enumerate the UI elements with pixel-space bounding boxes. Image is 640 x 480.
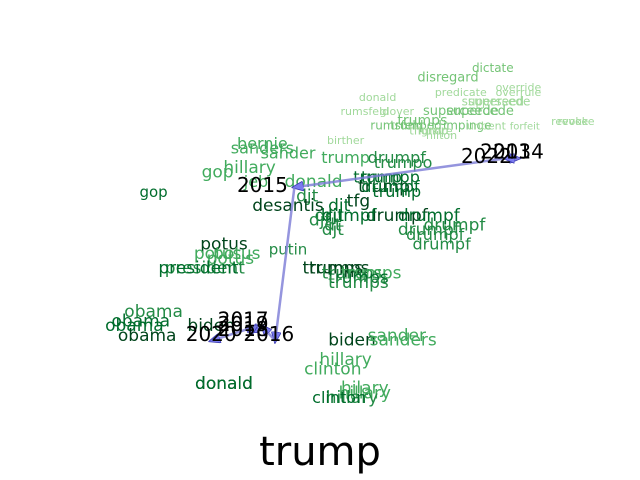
word-label-djt: djt — [296, 187, 319, 207]
word-label-sanders: sanders — [370, 331, 437, 351]
word-label-potus: potus — [207, 249, 255, 269]
word-label-revoke: revoke — [551, 115, 588, 128]
word-label-sander: sander — [261, 143, 316, 162]
word-label-biden: biden — [187, 316, 235, 336]
word-label-drumpf: drumpf — [361, 177, 420, 196]
word-label-predicate: predicate — [435, 86, 487, 99]
word-label-djt: djt — [322, 206, 345, 226]
word-label-obama: obama — [105, 316, 164, 336]
word-label-gop: gop — [202, 163, 234, 183]
word-label-jeb: jeb — [243, 172, 268, 191]
word-label-drumpf: drumpf — [315, 206, 378, 226]
word-label-clinton: clinton — [312, 388, 366, 407]
word-label-thump: thump — [409, 123, 448, 137]
year-label-2020: 2020 — [186, 322, 237, 346]
word-label-hillary: hillary — [339, 383, 391, 403]
word-label-dictate: dictate — [472, 61, 514, 75]
word-label-drumpf: drumpf — [412, 235, 471, 254]
year-label-2017: 2017 — [218, 307, 269, 331]
word-label-sander: sander — [368, 326, 426, 346]
word-label-clinton: clinton — [304, 359, 361, 379]
word-label-trumps: trumps — [341, 263, 402, 283]
word-label-donald: donald — [195, 374, 253, 394]
word-label-ignore: ignore — [418, 124, 453, 137]
year-label-2018: 2018 — [218, 317, 269, 341]
word-label-unbent: unbent — [467, 120, 507, 133]
word-label-impinge: impinge — [443, 119, 492, 133]
year-label-2016: 2016 — [243, 322, 294, 346]
word-label-trumps: trumps — [302, 259, 363, 279]
word-label-potus: potus — [213, 244, 261, 264]
word-label-potus: potus — [200, 235, 248, 255]
year-label-2019: 2019 — [218, 312, 269, 336]
word-label-potus: potus — [194, 244, 242, 264]
word-label-obama: obama — [112, 311, 171, 331]
word-label-hillary: hillary — [326, 388, 378, 408]
word-label-tfg: tfg — [347, 191, 370, 211]
year-trajectory — [211, 158, 518, 340]
word-label-hilton: hilton — [426, 129, 457, 142]
word-label-drumpf: drumpf — [366, 206, 429, 226]
word-label-drumpf: drumpf — [398, 206, 461, 226]
year-label-2013: 2013 — [480, 139, 531, 163]
word-label-obama: obama — [124, 302, 183, 322]
word-label-djt: djt — [309, 211, 332, 231]
trajectory-segment-2015-2016 — [275, 187, 296, 341]
word-label-rumsfeld: rumsfeld — [370, 119, 423, 133]
word-label-president: president — [158, 259, 238, 279]
word-label-glover: glover — [380, 105, 415, 118]
word-label-sanders: sanders — [231, 139, 294, 158]
word-label-dt: dt — [324, 215, 342, 235]
word-label-donald: donald — [195, 374, 253, 394]
trajectory-segment-2022-2015 — [294, 157, 506, 187]
word-label-forfeit: forfeit — [510, 122, 540, 133]
word-label-trumps: trumps — [328, 268, 389, 288]
chart-title: trump — [259, 429, 381, 475]
word-label-trump: trump — [358, 177, 410, 197]
word-label-desantis: desantis — [252, 196, 324, 216]
word-label-override: override — [496, 81, 542, 94]
word-label-disregard: disregard — [417, 71, 478, 86]
word-label-gop: gop — [139, 183, 167, 201]
word-label-drumpf: drumpf — [368, 148, 427, 167]
word-label-hilary: hilary — [341, 379, 389, 399]
word-label-superceede: superceede — [423, 104, 499, 119]
word-label-trumps: trumps — [328, 273, 389, 293]
word-label-djt: djt — [328, 196, 351, 216]
word-label-drumpf: drumpf — [406, 225, 465, 244]
word-label-trump: trump — [372, 182, 421, 201]
word-label-biden: biden — [328, 331, 376, 351]
word-label-putin: putin — [269, 240, 308, 258]
word-label-trumps: trumps — [397, 113, 447, 129]
word-label-supersede: supersede — [468, 95, 530, 109]
word-label-trumped: trumped — [390, 119, 442, 133]
word-label-birther: birther — [327, 134, 365, 147]
year-label-2014: 2014 — [493, 139, 544, 163]
trajectory-segment-2016-2017 — [262, 326, 277, 342]
word-label-bernie: bernie — [237, 134, 288, 153]
word-label-trump: trump — [321, 148, 370, 167]
word-label-hillary: hillary — [223, 158, 275, 178]
word-label-obama: obama — [118, 326, 177, 346]
year-label-2015: 2015 — [237, 173, 288, 197]
word-label-overrule: overrule — [496, 86, 542, 99]
word-label-hillary: hillary — [319, 350, 371, 370]
word-label-trumps: trumps — [309, 259, 370, 279]
year-label-2022: 2022 — [461, 144, 512, 168]
word-label-trumpo: trumpo — [374, 153, 433, 172]
word-label-drumpf: drumpf — [398, 220, 461, 240]
word-label-rumsfeld: rumsfeld — [340, 105, 389, 118]
word-label-drumpf: drumpf — [423, 215, 486, 235]
word-label-donald: donald — [359, 91, 396, 104]
trajectory-segment-2019-2020 — [211, 325, 257, 340]
word-label-superseed: superseed — [462, 95, 524, 109]
word-label-djt: djt — [322, 220, 345, 240]
word-label-revoke: revoke — [557, 115, 594, 128]
word-label-president: president — [165, 259, 245, 279]
word-label-trumps: trumps — [322, 263, 383, 283]
word-label-supercede: supercede — [446, 104, 514, 119]
